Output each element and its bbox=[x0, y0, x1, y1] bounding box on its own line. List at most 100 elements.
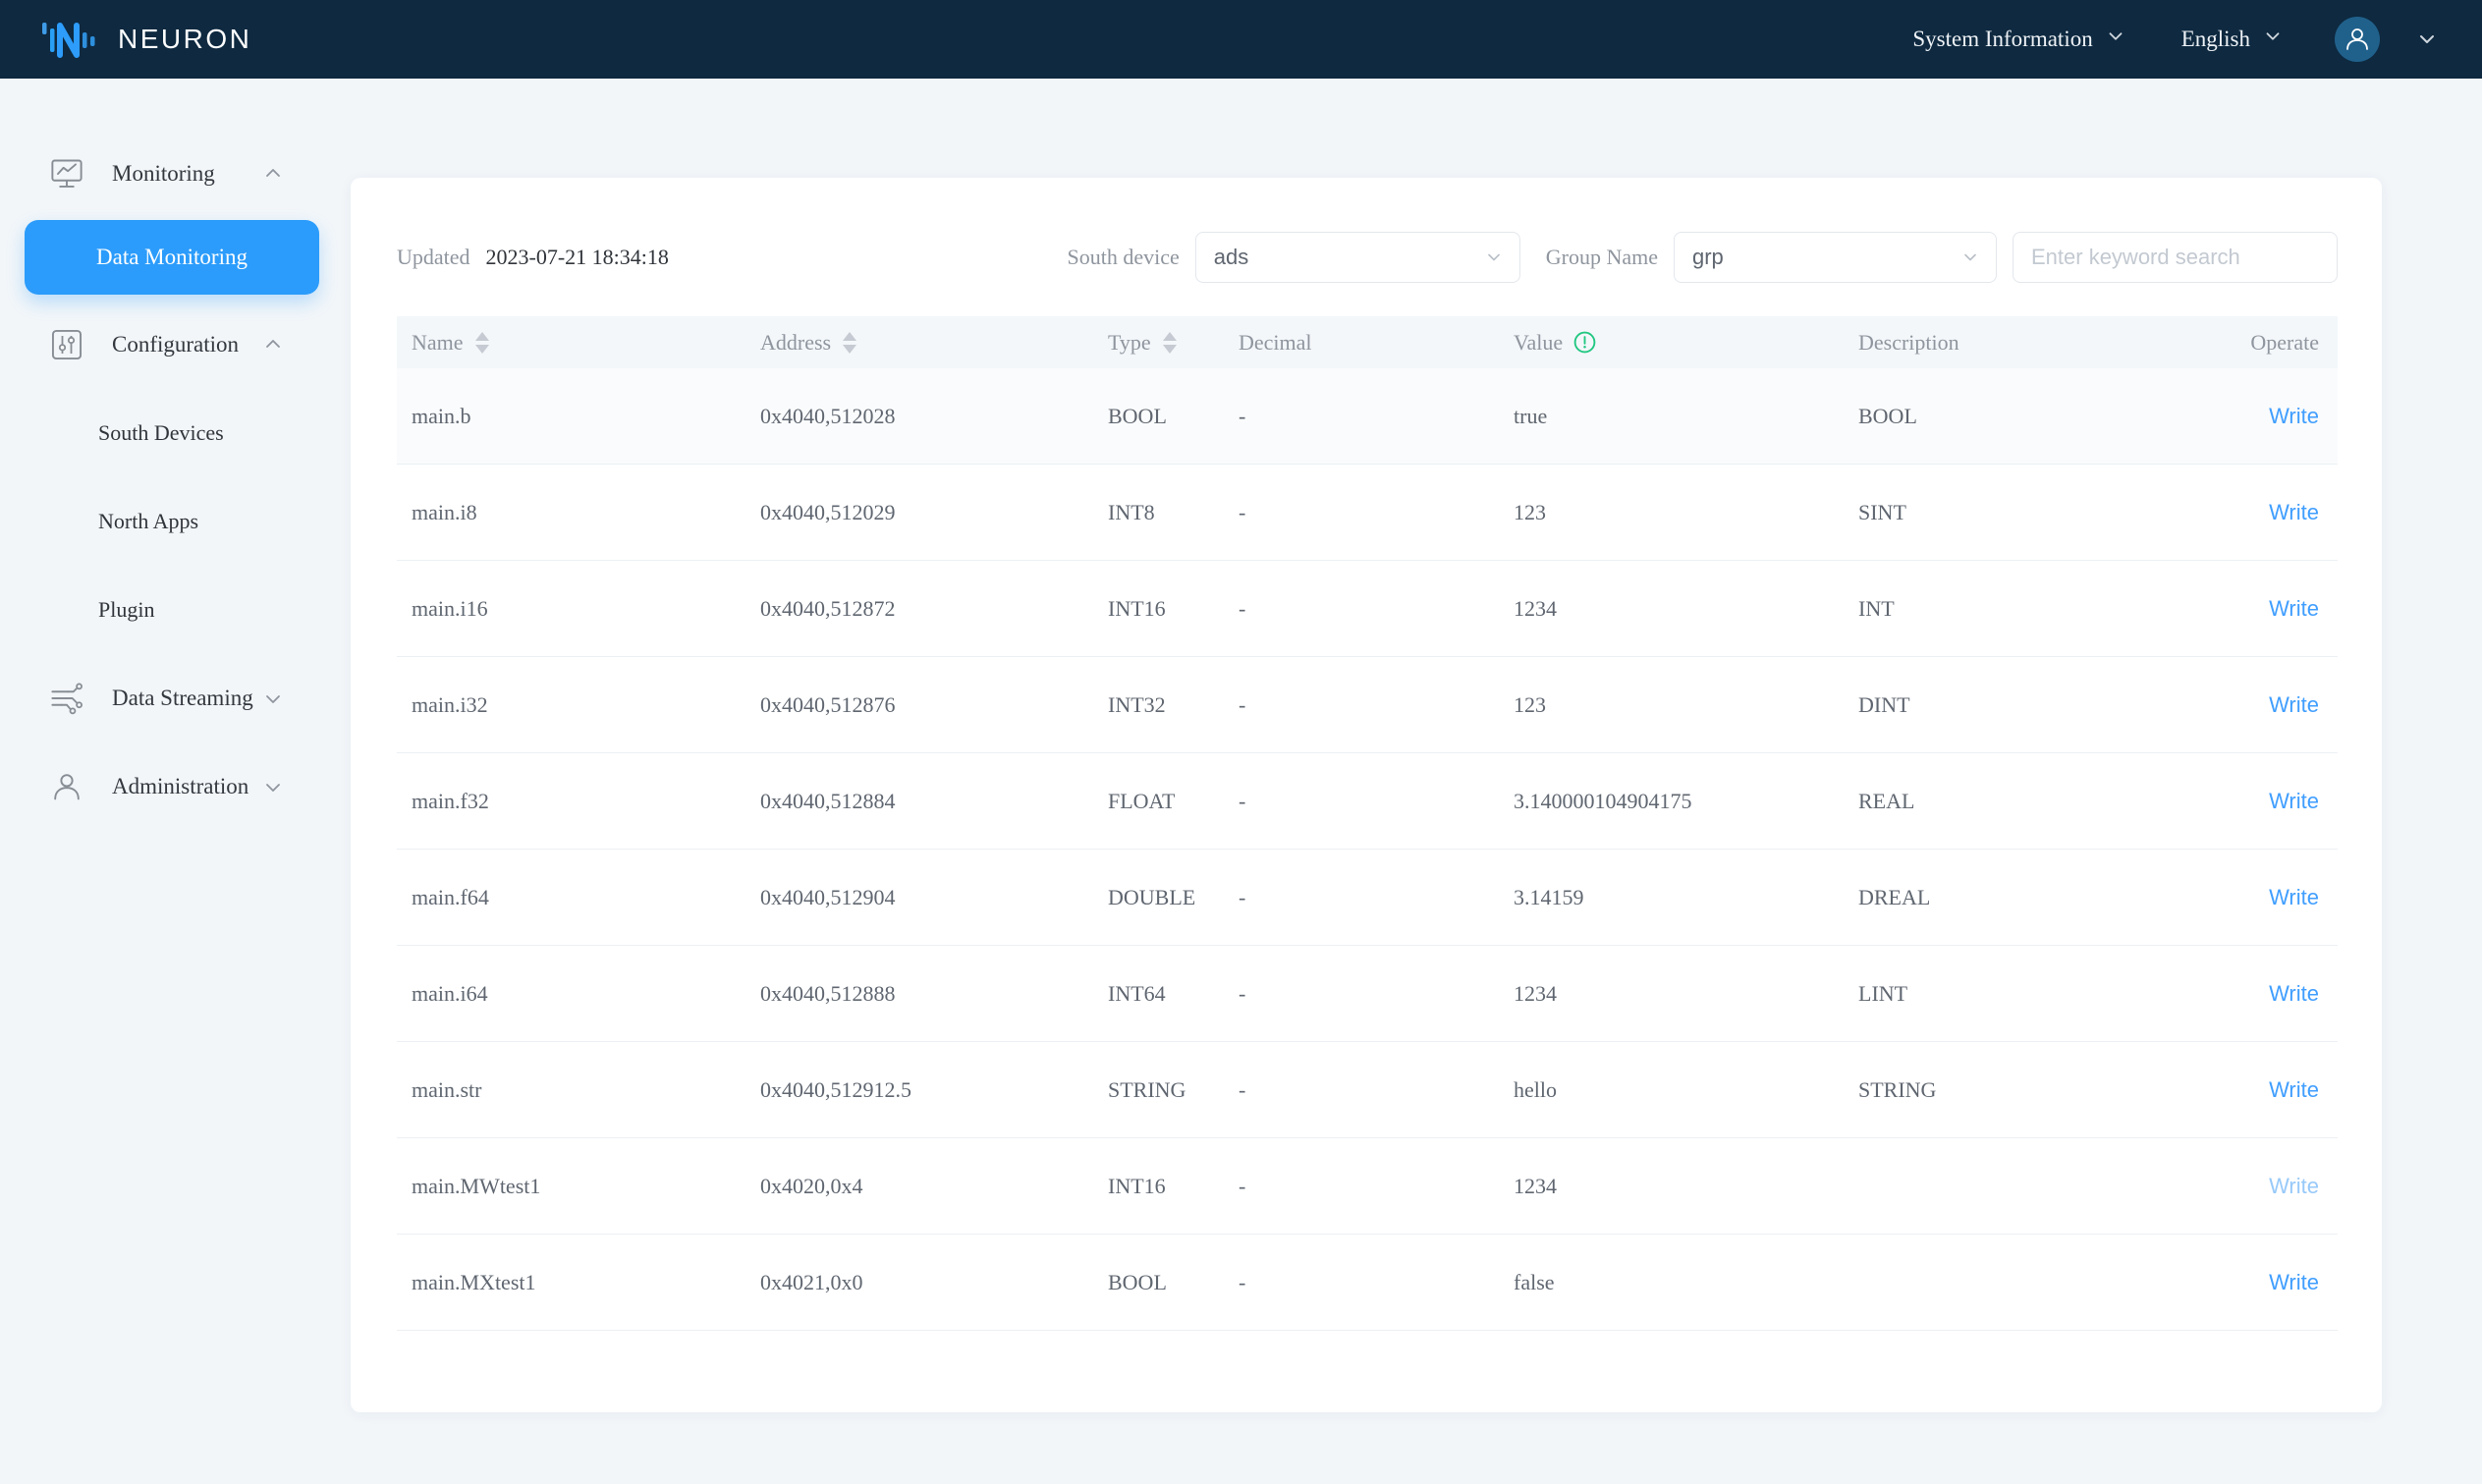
cell-decimal: - bbox=[1239, 884, 1246, 909]
cell-value: 1234 bbox=[1514, 980, 1557, 1006]
cell-type: FLOAT bbox=[1108, 788, 1176, 813]
cell-value: 123 bbox=[1514, 499, 1546, 524]
group-name-select[interactable]: grp bbox=[1674, 232, 1997, 283]
write-link[interactable]: Write bbox=[2269, 595, 2319, 621]
sort-control[interactable] bbox=[843, 331, 857, 354]
cell-decimal: - bbox=[1239, 595, 1246, 621]
write-link[interactable]: Write bbox=[2269, 788, 2319, 813]
sidebar-item-north-apps[interactable]: North Apps bbox=[0, 487, 326, 556]
cell-address: 0x4040,512912.5 bbox=[760, 1076, 911, 1102]
sidebar-group-monitoring[interactable]: Monitoring bbox=[0, 139, 326, 208]
cell-name: main.f64 bbox=[412, 884, 489, 909]
south-device-value: ads bbox=[1213, 245, 1249, 269]
cell-description: SINT bbox=[1858, 499, 1906, 524]
sidebar-item-label: Plugin bbox=[98, 597, 155, 622]
language-label: English bbox=[2180, 27, 2250, 51]
tags-table: Name Address Type Decimal bbox=[397, 316, 2338, 1331]
sidebar-item-data-monitoring[interactable]: Data Monitoring bbox=[25, 220, 319, 295]
cell-decimal: - bbox=[1239, 980, 1246, 1006]
table-row: main.str 0x4040,512912.5 STRING - hello … bbox=[397, 1042, 2338, 1138]
table-body: main.b 0x4040,512028 BOOL - true BOOL Wr… bbox=[397, 368, 2338, 1331]
cell-decimal: - bbox=[1239, 691, 1246, 717]
cell-description: INT bbox=[1858, 595, 1895, 621]
language-menu[interactable]: English bbox=[2181, 26, 2284, 53]
sort-control[interactable] bbox=[474, 331, 489, 354]
south-device-select[interactable]: ads bbox=[1194, 232, 1520, 283]
sidebar-group-data-streaming[interactable]: Data Streaming bbox=[0, 664, 326, 733]
cell-address: 0x4021,0x0 bbox=[760, 1269, 863, 1294]
data-monitoring-card: Updated 2023-07-21 18:34:18 South device… bbox=[351, 178, 2382, 1412]
sidebar-item-south-devices[interactable]: South Devices bbox=[0, 399, 326, 467]
user-avatar[interactable] bbox=[2335, 17, 2380, 62]
cell-description: LINT bbox=[1858, 980, 1908, 1006]
cell-decimal: - bbox=[1239, 403, 1246, 428]
write-link[interactable]: Write bbox=[2269, 1173, 2319, 1198]
table-row: main.i8 0x4040,512029 INT8 - 123 SINT Wr… bbox=[397, 465, 2338, 561]
sidebar-item-label: Data Monitoring bbox=[96, 245, 248, 269]
cell-type: STRING bbox=[1108, 1076, 1186, 1102]
south-device-label: South device bbox=[1067, 245, 1180, 269]
table-row: main.MXtest1 0x4021,0x0 BOOL - false Wri… bbox=[397, 1235, 2338, 1331]
cell-address: 0x4040,512884 bbox=[760, 788, 896, 813]
chevron-up-icon bbox=[261, 333, 285, 357]
cell-value: false bbox=[1514, 1269, 1555, 1294]
column-header-address: Address bbox=[745, 330, 1093, 356]
sliders-icon bbox=[51, 329, 83, 360]
cell-name: main.f32 bbox=[412, 788, 489, 813]
write-link[interactable]: Write bbox=[2269, 499, 2319, 524]
cell-name: main.i64 bbox=[412, 980, 488, 1006]
account-dropdown-toggle[interactable] bbox=[2415, 27, 2439, 51]
column-header-value: Value bbox=[1499, 330, 1844, 356]
value-info-icon[interactable] bbox=[1572, 330, 1597, 355]
sidebar-group-administration[interactable]: Administration bbox=[0, 752, 326, 821]
chevron-down-icon bbox=[1960, 247, 1980, 267]
cell-type: INT16 bbox=[1108, 1173, 1166, 1198]
main-content: Updated 2023-07-21 18:34:18 South device… bbox=[326, 79, 2482, 1484]
write-link[interactable]: Write bbox=[2269, 884, 2319, 909]
cell-name: main.i32 bbox=[412, 691, 488, 717]
write-link[interactable]: Write bbox=[2269, 1269, 2319, 1294]
table-row: main.i64 0x4040,512888 INT64 - 1234 LINT… bbox=[397, 946, 2338, 1042]
group-name-label: Group Name bbox=[1545, 245, 1658, 269]
cell-address: 0x4020,0x4 bbox=[760, 1173, 863, 1198]
column-header-name: Name bbox=[397, 330, 745, 356]
write-link[interactable]: Write bbox=[2269, 1076, 2319, 1102]
write-link[interactable]: Write bbox=[2269, 691, 2319, 717]
cell-decimal: - bbox=[1239, 1173, 1246, 1198]
write-link[interactable]: Write bbox=[2269, 403, 2319, 428]
table-row: main.f32 0x4040,512884 FLOAT - 3.1400001… bbox=[397, 753, 2338, 850]
cell-description: REAL bbox=[1858, 788, 1915, 813]
cell-description: DINT bbox=[1858, 691, 1910, 717]
cell-value: 1234 bbox=[1514, 1173, 1557, 1198]
cell-description: BOOL bbox=[1858, 403, 1917, 428]
sidebar-item-label: South Devices bbox=[98, 420, 224, 445]
group-name-value: grp bbox=[1692, 245, 1724, 269]
chevron-down-icon bbox=[2262, 26, 2284, 53]
sidebar-group-configuration[interactable]: Configuration bbox=[0, 310, 326, 379]
sidebar-group-label: Data Streaming bbox=[112, 686, 253, 710]
cell-decimal: - bbox=[1239, 499, 1246, 524]
cell-value: 123 bbox=[1514, 691, 1546, 717]
cell-type: BOOL bbox=[1108, 403, 1167, 428]
sort-control[interactable] bbox=[1162, 331, 1177, 354]
cell-type: INT16 bbox=[1108, 595, 1166, 621]
column-header-type: Type bbox=[1093, 330, 1224, 356]
cell-address: 0x4040,512028 bbox=[760, 403, 896, 428]
cell-value: 3.14159 bbox=[1514, 884, 1584, 909]
table-row: main.f64 0x4040,512904 DOUBLE - 3.14159 … bbox=[397, 850, 2338, 946]
cell-name: main.MXtest1 bbox=[412, 1269, 536, 1294]
cell-type: INT8 bbox=[1108, 499, 1155, 524]
circuit-icon bbox=[51, 683, 83, 715]
cell-decimal: - bbox=[1239, 1076, 1246, 1102]
cell-name: main.str bbox=[412, 1076, 482, 1102]
chevron-up-icon bbox=[261, 162, 285, 186]
sidebar: Monitoring Data Monitoring Configuration… bbox=[0, 79, 326, 1484]
system-information-label: System Information bbox=[1912, 27, 2093, 51]
sidebar-group-label: Configuration bbox=[112, 332, 240, 357]
keyword-search-input[interactable] bbox=[2013, 232, 2338, 283]
sidebar-item-plugin[interactable]: Plugin bbox=[0, 576, 326, 644]
cell-value: hello bbox=[1514, 1076, 1557, 1102]
cell-value: 3.140000104904175 bbox=[1514, 788, 1692, 813]
write-link[interactable]: Write bbox=[2269, 980, 2319, 1006]
system-information-menu[interactable]: System Information bbox=[1912, 26, 2125, 53]
